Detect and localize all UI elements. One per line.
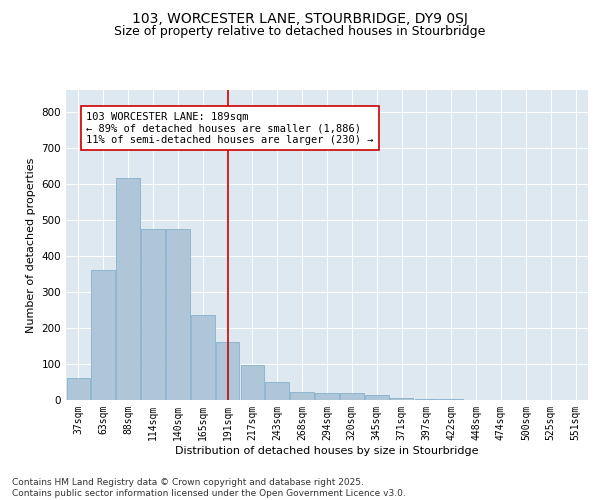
Bar (91, 270, 115, 400)
Bar (340, 393, 364, 400)
Bar (241, 364, 264, 400)
Y-axis label: Number of detached properties: Number of detached properties (26, 158, 36, 332)
Bar (390, 398, 413, 400)
Bar (191, 315, 215, 400)
Bar (67, 378, 90, 400)
Bar (166, 230, 190, 400)
X-axis label: Distribution of detached houses by size in Stourbridge: Distribution of detached houses by size … (175, 446, 479, 456)
Bar (365, 395, 389, 400)
Bar (265, 382, 289, 400)
Bar (315, 393, 339, 400)
Text: Contains HM Land Registry data © Crown copyright and database right 2025.
Contai: Contains HM Land Registry data © Crown c… (12, 478, 406, 498)
Text: 103, WORCESTER LANE, STOURBRIDGE, DY9 0SJ: 103, WORCESTER LANE, STOURBRIDGE, DY9 0S… (132, 12, 468, 26)
Bar (141, 230, 165, 400)
Text: 103 WORCESTER LANE: 189sqm
← 89% of detached houses are smaller (1,886)
11% of s: 103 WORCESTER LANE: 189sqm ← 89% of deta… (86, 112, 373, 145)
Bar (216, 342, 239, 400)
Bar (116, 178, 140, 400)
Bar (290, 392, 314, 400)
Text: Size of property relative to detached houses in Stourbridge: Size of property relative to detached ho… (115, 25, 485, 38)
